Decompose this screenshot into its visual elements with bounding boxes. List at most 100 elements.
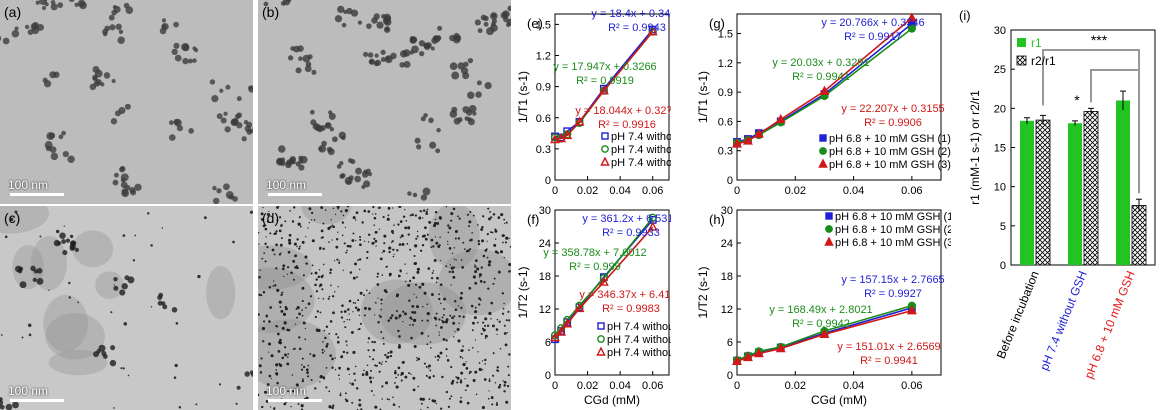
tem-dot [505,221,508,224]
tem-dot [314,271,318,275]
tem-dot [407,226,411,230]
tem-dot [478,276,481,278]
tem-dot [371,241,375,245]
tem-dot [310,378,313,381]
tem-dot [366,289,368,292]
tem-particle [348,175,354,181]
scale-text-d: 100 nm [266,384,307,398]
tem-particle [111,9,117,16]
tem-dot [273,407,276,410]
tem-dot [264,390,268,394]
tem-dot [398,206,402,209]
x-tick-label: 0.02 [577,185,598,197]
tem-particle [42,77,48,83]
tem-dot [325,325,329,328]
tem-dot [434,356,437,358]
tem-dot [319,375,323,379]
tem-dot [278,253,282,256]
tem-dot [445,206,448,208]
tem-dot [298,216,301,219]
tem-dot [489,210,492,213]
tem-dot [352,232,355,235]
tem-dot [294,323,297,325]
tem-dot [454,237,457,240]
tem-dot [408,372,411,375]
tem-dot [262,340,265,343]
tem-dot [307,302,311,306]
tem-particle [451,106,458,113]
tem-dot [426,233,429,236]
tem-dot [286,362,290,366]
tem-dot [344,209,348,213]
tem-dot [341,304,344,307]
tem-dot [366,364,369,366]
tem-particle [168,134,176,141]
tem-dot [436,276,439,280]
tem-dot [178,405,182,409]
tem-particle [69,243,76,250]
tem-dot [258,393,260,397]
fit-equation: y = 361.2x + 6.5315 [582,213,671,225]
tem-dot [478,297,481,300]
tem-dot [409,248,412,251]
y-tick-label: 10 [994,182,1006,194]
tem-dot [173,376,177,379]
tem-dot [39,235,42,238]
scale-bar-d [268,399,322,402]
y-tick-label: 1.5 [536,19,551,31]
tem-dot [469,248,472,251]
tem-dot [492,352,495,355]
tem-dot [377,297,379,299]
tem-particle [173,42,180,49]
fit-equation: y = 358.78x + 7.0012 [543,247,646,259]
tem-dot [307,364,310,367]
tem-dot [266,220,269,223]
tem-dot [481,369,484,371]
tem-particle [403,60,411,68]
tem-particle [171,307,178,313]
tem-dot [270,354,274,358]
tem-dot [425,212,428,215]
tem-dot [305,306,307,309]
tem-dot [373,341,376,344]
tem-dot [414,244,418,248]
tem-dot [427,267,431,270]
tem-dot [314,315,317,319]
tem-particle [412,192,418,198]
tem-dot [508,262,511,267]
tem-dot [298,312,301,316]
data-point [753,128,764,138]
tem-dot [348,319,351,321]
tem-dot [264,242,267,246]
tem-particle [119,166,126,172]
tem-particle [236,385,241,390]
tem-dot [265,400,269,403]
tem-dot [413,293,415,295]
tem-dot [501,312,505,315]
tem-dot [349,382,351,384]
fit-equation: y = 157.15x + 2.7665 [841,274,944,286]
tem-dot [433,259,437,262]
tem-dot [490,396,494,399]
y-axis-label: 1/T2 (s-1) [696,266,710,318]
y-tick-label: 1.2 [718,58,733,70]
tem-dot [425,365,428,368]
tem-dot [318,269,321,271]
legend-label: pH 7.4 without GSH (3) [611,157,671,169]
y-axis-label: 1/T1 (s-1) [696,71,710,123]
tem-dot [369,380,373,383]
tem-dot [293,388,296,391]
tem-dot [441,316,444,319]
tem-dot [430,246,433,249]
tem-dot [280,309,284,313]
tem-dot [344,226,346,229]
tem-particle [507,5,511,12]
tem-particle [462,72,470,80]
tem-dot [337,207,339,210]
tem-dot [423,362,426,365]
tem-particle [39,0,47,5]
tem-dot [367,337,371,340]
tem-dot [412,388,416,392]
tem-dot [289,210,291,212]
tem-dot [275,372,279,376]
